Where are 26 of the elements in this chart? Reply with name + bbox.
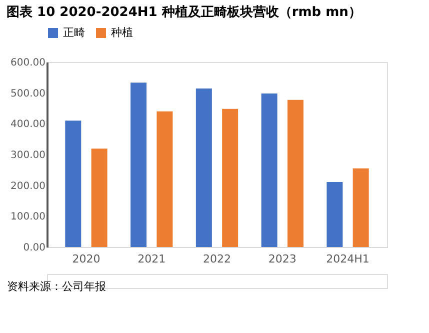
bar: [352, 168, 369, 247]
x-tick-label: 2024H1: [326, 252, 370, 266]
y-tick-label: 300.00: [10, 150, 46, 161]
x-tick-label: 2021: [138, 252, 166, 266]
y-tick-label: 0.00: [23, 242, 46, 254]
y-tick-label: 600.00: [10, 58, 46, 68]
bar: [130, 82, 147, 247]
x-tick-label: 2023: [268, 252, 296, 266]
y-tick-label: 100.00: [10, 212, 46, 223]
y-tick-label: 500.00: [10, 88, 46, 100]
legend-label: 正畸: [63, 26, 85, 39]
bar: [196, 88, 212, 247]
bar: [287, 100, 304, 247]
bar: [261, 93, 278, 247]
bar: [91, 148, 108, 247]
chart-title: 图表 10 2020-2024H1 种植及正畸板块营收（rmb mn）: [6, 4, 362, 20]
bar: [222, 108, 238, 247]
bar: [326, 182, 343, 247]
y-tick-label: 200.00: [10, 180, 46, 192]
x-tick-label: 2020: [72, 252, 100, 266]
text: 资料来源：公司年报: [7, 280, 106, 293]
x-tick-label: 2022: [203, 252, 231, 266]
legend-label: 种植: [111, 26, 133, 39]
bar: [65, 120, 82, 247]
bar: [156, 111, 173, 247]
y-tick-label: 400.00: [10, 119, 46, 130]
